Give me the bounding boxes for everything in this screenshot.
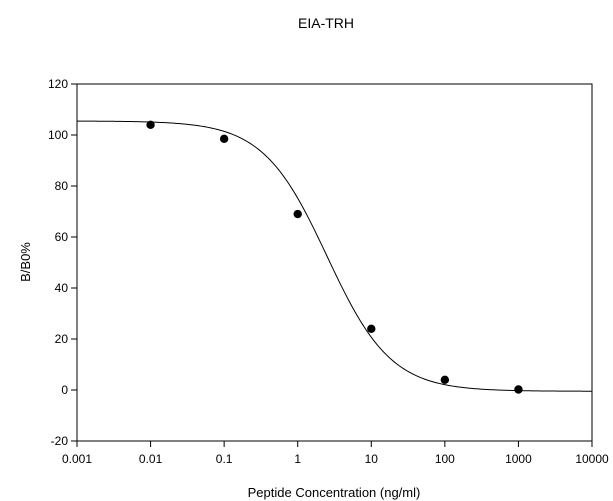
chart-title: EIA-TRH [298, 15, 354, 31]
data-point [146, 120, 155, 129]
data-point [293, 209, 302, 219]
y-tick-label: 120 [48, 77, 68, 91]
y-tick-label: 100 [48, 128, 68, 142]
data-point [514, 385, 523, 394]
y-tick-label: 80 [55, 179, 69, 193]
data-point [219, 134, 229, 144]
x-tick-label: 0.1 [216, 452, 233, 466]
x-tick-label: 0.001 [62, 452, 92, 466]
x-tick-label: 100 [435, 452, 455, 466]
x-axis: 0.001 0.01 0.1 1 10 100 1000 10000 [62, 441, 609, 466]
y-tick-label: 40 [55, 281, 69, 295]
data-point [440, 375, 450, 384]
plot-area-frame [76, 83, 593, 442]
x-axis-label: Peptide Concentration (ng/ml) [248, 485, 421, 500]
x-tick-label: 1000 [505, 452, 532, 466]
x-tick-label: 10 [365, 452, 379, 466]
y-axis: -20 0 20 40 60 80 100 120 [48, 77, 77, 448]
y-tick-label: 20 [55, 332, 69, 346]
x-tick-label: 10000 [575, 452, 609, 466]
fit-curve [76, 120, 593, 392]
x-tick-label: 1 [294, 452, 301, 466]
data-points [146, 120, 523, 394]
x-tick-label: 0.01 [139, 452, 163, 466]
y-tick-label: 0 [61, 383, 68, 397]
data-point [367, 324, 376, 333]
y-tick-label: -20 [51, 434, 69, 448]
y-tick-label: 60 [55, 230, 69, 244]
y-axis-label: B/B0% [18, 242, 33, 282]
